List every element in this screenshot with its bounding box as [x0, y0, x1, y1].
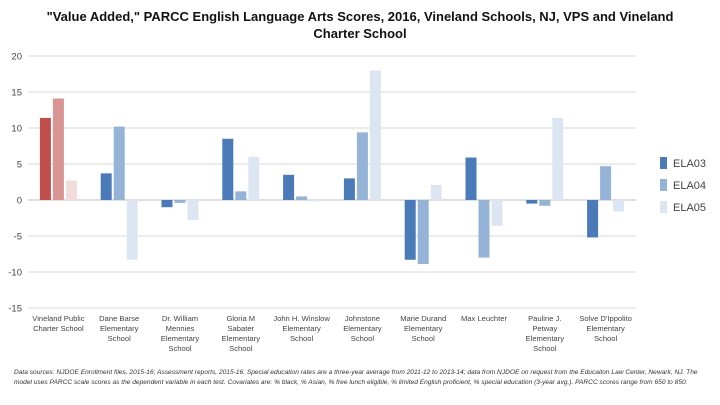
category-label: Gloria M: [226, 314, 255, 323]
y-axis-ticks: -15 -10 -5 0 5 10 15 20: [8, 52, 22, 315]
bar-ela03: [526, 200, 538, 204]
category-label: Dr. William: [162, 314, 198, 323]
bar-ela04: [174, 200, 186, 203]
legend-swatch-ela03: [660, 157, 667, 169]
bar-ela05: [369, 70, 381, 201]
bar-ela03: [404, 200, 416, 260]
category-label: Elementary: [222, 334, 261, 343]
bar-ela03: [283, 174, 295, 200]
bar-ela05: [126, 200, 138, 260]
bar-ela03: [161, 200, 173, 208]
category-label: School: [108, 334, 132, 343]
legend-swatch-ela04: [660, 179, 667, 191]
legend-label-ela05: ELA05: [673, 202, 706, 214]
bar-ela04: [296, 196, 308, 200]
y-tick-label: 15: [11, 88, 22, 99]
bar-ela04: [113, 126, 125, 200]
y-tick-label: 5: [17, 160, 22, 171]
y-tick-label: -10: [8, 268, 22, 279]
bar-ela05: [248, 156, 260, 200]
bar-ela05: [65, 180, 77, 200]
y-tick-label: 10: [11, 124, 22, 135]
bar-ela03: [465, 157, 477, 200]
bar-ela04: [235, 191, 247, 200]
bar-ela04: [52, 98, 64, 200]
y-tick-label: 0: [17, 196, 22, 207]
category-label: Elementary: [586, 324, 625, 333]
category-label: Johnstone: [345, 314, 380, 323]
category-label: School: [533, 344, 557, 353]
chart-title: "Value Added," PARCC English Language Ar…: [46, 9, 674, 41]
category-label: Elementary: [100, 324, 139, 333]
bar-ela05: [430, 184, 442, 200]
category-label: School: [594, 334, 618, 343]
bars: [39, 70, 625, 265]
bar-ela05: [491, 200, 503, 226]
category-label: Elementary: [404, 324, 443, 333]
bar-ela04: [417, 200, 429, 265]
category-label: Solve D'Ippolito: [579, 314, 632, 323]
y-tick-label: -5: [14, 232, 22, 243]
bar-ela03: [587, 200, 599, 238]
y-tick-label: 20: [11, 52, 22, 63]
category-label: Marie Durand: [400, 314, 446, 323]
bar-ela04: [600, 166, 612, 200]
category-label: Sabater: [227, 324, 254, 333]
category-label: Elementary: [282, 324, 321, 333]
bar-ela04: [539, 200, 551, 206]
bar-ela05: [309, 200, 321, 202]
footnote: Data sources: NJDOE Enrollment files, 20…: [14, 369, 698, 386]
category-label: Dane Barse: [99, 314, 139, 323]
bar-ela03: [39, 117, 51, 200]
bar-ela03: [100, 173, 112, 200]
category-label: Petway: [532, 324, 557, 333]
legend-label-ela04: ELA04: [673, 180, 706, 192]
category-label: Charter School: [33, 324, 84, 333]
bar-ela04: [356, 132, 368, 200]
category-label: School: [168, 344, 192, 353]
category-label: Elementary: [161, 334, 200, 343]
bar-ela03: [222, 138, 234, 200]
y-tick-label: -15: [8, 304, 22, 315]
bar-ela05: [552, 117, 564, 200]
legend: ELA03 ELA04 ELA05: [660, 157, 706, 214]
bar-ela04: [478, 200, 490, 258]
category-label: School: [412, 334, 436, 343]
legend-swatch-ela05: [660, 201, 667, 213]
category-label: School: [229, 344, 253, 353]
category-label: School: [351, 334, 375, 343]
category-label: Vineland Public: [32, 314, 84, 323]
bar-ela03: [343, 178, 355, 200]
bar-ela05: [613, 200, 625, 212]
category-label: School: [290, 334, 314, 343]
category-label: John H. Winslow: [273, 314, 330, 323]
category-label: Elementary: [343, 324, 382, 333]
bar-ela05: [187, 200, 199, 221]
category-label: Pauline J.: [528, 314, 561, 323]
category-label: Elementary: [526, 334, 565, 343]
legend-label-ela03: ELA03: [673, 158, 706, 170]
category-label: Max Leuchter: [461, 314, 507, 323]
category-label: Mennies: [166, 324, 195, 333]
